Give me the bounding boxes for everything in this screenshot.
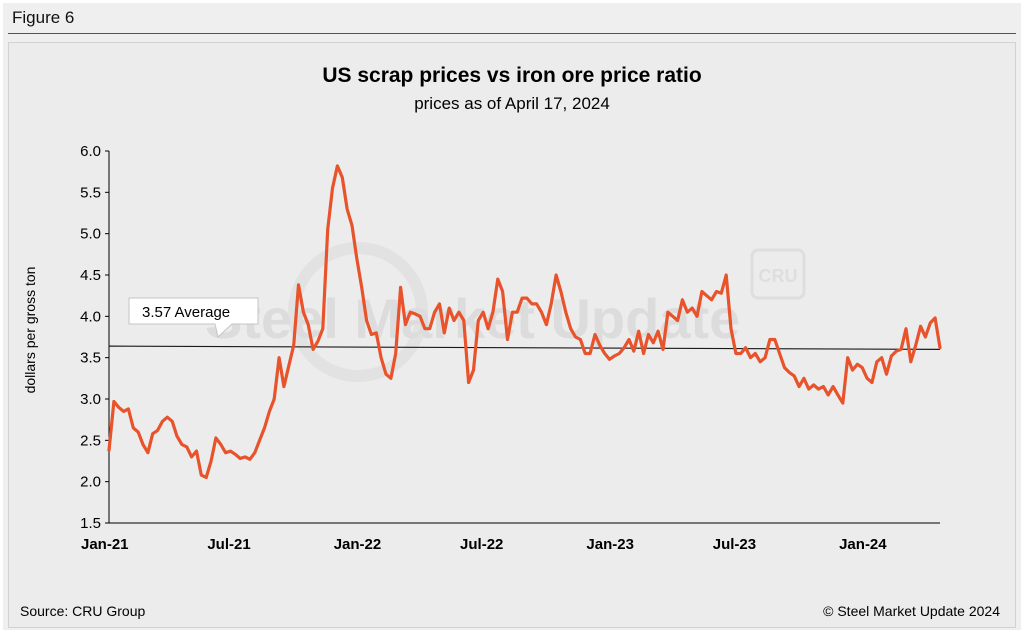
- copyright-note: © Steel Market Update 2024: [823, 603, 1000, 619]
- average-callout: 3.57 Average: [128, 297, 259, 338]
- x-axis: Jan-21 Jul-21 Jan-22 Jul-22 Jan-23 Jul-23 Jan-…: [81, 536, 887, 553]
- average-line: [108, 345, 941, 350]
- series-line-ratio: [107, 164, 942, 480]
- figure-label: Figure 6: [12, 8, 75, 27]
- y-tick-label: 4.0: [80, 308, 101, 325]
- x-tick-label: Jan-22: [334, 536, 382, 553]
- y-tick-label: 6.0: [80, 143, 101, 160]
- chart-panel: [8, 42, 1016, 628]
- watermark-logo-box: [750, 248, 806, 300]
- y-tick-label: 1.5: [80, 515, 101, 532]
- y-tick-label: 3.0: [80, 391, 101, 408]
- x-tick-label: Jul-22: [460, 536, 503, 553]
- y-tick-label: 3.5: [80, 350, 101, 367]
- source-note: Source: CRU Group: [20, 603, 146, 619]
- y-tick-label: 5.0: [80, 226, 101, 243]
- x-tick-label: Jul-21: [207, 536, 250, 553]
- chart-subtitle: prices as of April 17, 2024: [414, 94, 610, 113]
- watermark-logo: CRU: [759, 266, 798, 286]
- figure-divider: [8, 33, 1016, 34]
- average-callout-box: [128, 297, 259, 338]
- y-tick-label: 2.5: [80, 432, 101, 449]
- y-axis: 1.5 2.0 2.5 3.0 3.5 4.0 4.5 5.0 5.5 6.0: [80, 143, 109, 532]
- x-tick-label: Jul-23: [713, 536, 756, 553]
- x-tick-label: Jan-24: [839, 536, 887, 553]
- y-tick-label: 5.5: [80, 184, 101, 201]
- y-tick-label: 4.5: [80, 267, 101, 284]
- chart-title: US scrap prices vs iron ore price ratio: [322, 64, 702, 87]
- watermark-circle: [288, 242, 428, 382]
- average-callout-label: 3.57 Average: [142, 304, 230, 321]
- y-tick-label: 2.0: [80, 474, 101, 491]
- x-tick-label: Jan-21: [81, 536, 129, 553]
- x-tick-label: Jan-23: [586, 536, 634, 553]
